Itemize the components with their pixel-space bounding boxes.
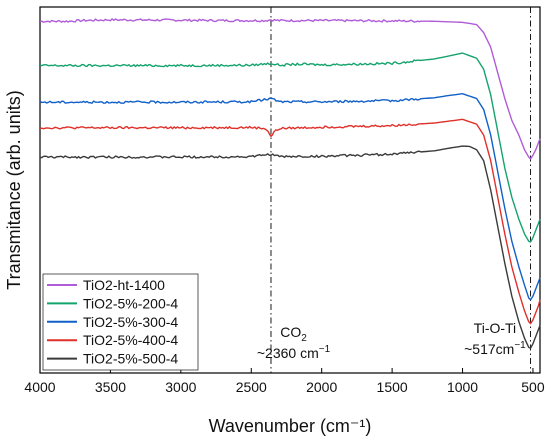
reference-lines (270, 7, 532, 373)
x-tick-label: 2500 (236, 379, 267, 395)
legend-label: TiO2-5%-200-4 (83, 295, 178, 311)
x-tick-label: 3500 (95, 379, 126, 395)
series-line (39, 145, 541, 349)
legend: TiO2-ht-1400 TiO2-5%-200-4 TiO2-5%-300-4 Ti… (42, 273, 199, 371)
annotation-label: Ti-O-Ti (474, 320, 517, 336)
x-tick-label: 2000 (306, 379, 337, 395)
x-tick-label: 3000 (165, 379, 196, 395)
legend-label: TiO2-ht-1400 (83, 277, 165, 293)
peak-annotations: CO2~2360 cm−1 Ti-O-Ti ~517cm−1 (257, 320, 526, 361)
spectra-series (39, 18, 541, 349)
x-tick-label: 4000 (24, 379, 55, 395)
x-tick-label: 500 (521, 379, 545, 395)
series-line (39, 93, 541, 301)
annotation-wavenumber: ~2360 cm−1 (257, 344, 331, 361)
legend-label: TiO2-5%-300-4 (83, 314, 178, 330)
x-axis-ticks: 4000 3500 3000 2500 2000 1500 1000 500 (24, 368, 545, 395)
series-line (39, 52, 541, 243)
annotation-wavenumber: ~517cm−1 (464, 340, 526, 357)
x-tick-label: 1000 (447, 379, 478, 395)
y-axis-label: Transmitance (arb. units) (4, 90, 24, 289)
legend-label: TiO2-5%-400-4 (83, 332, 178, 348)
x-tick-label: 1500 (377, 379, 408, 395)
plot-area (39, 6, 541, 374)
annotation-label: CO2 (280, 324, 307, 344)
x-axis-label: Wavenumber (cm⁻¹) (209, 416, 372, 436)
plot-frame (39, 6, 541, 374)
legend-label: TiO2-5%-500-4 (83, 351, 178, 367)
series-line (39, 18, 541, 160)
series-line (39, 118, 541, 325)
